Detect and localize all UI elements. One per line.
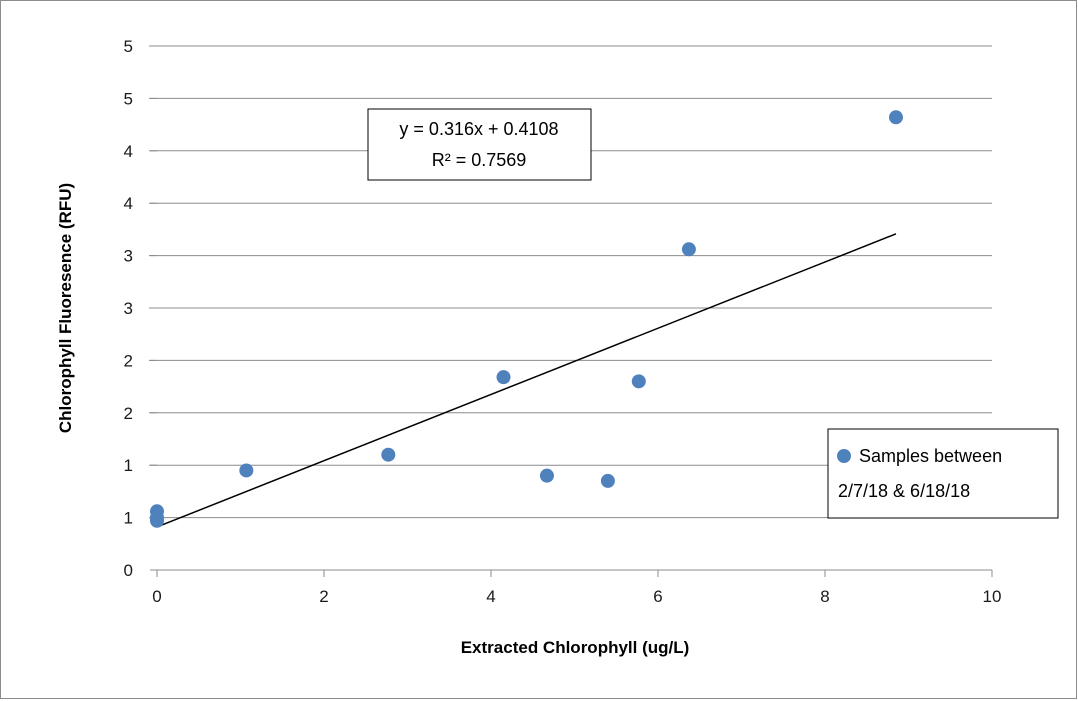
x-tick-label: 10 [983,587,1002,606]
data-points [150,110,903,528]
trendline-equation-box: y = 0.316x + 0.4108 R² = 0.7569 [367,108,592,181]
data-point [631,374,646,389]
data-point [150,513,164,528]
y-tick-label: 3 [124,299,133,318]
y-tick-label: 4 [124,194,133,213]
x-tick-label: 0 [152,587,161,606]
data-point [239,463,254,478]
x-tick-label: 4 [486,587,495,606]
equation-box-border [367,108,592,181]
y-tick-label: 3 [124,247,133,266]
x-tick-label: 8 [820,587,829,606]
data-point [539,468,554,483]
linear-trendline [156,233,897,528]
legend-marker [837,449,851,463]
y-axis-title: Chlorophyll Fluoresence (RFU) [56,183,75,433]
legend-label-line-1: Samples between [859,446,1002,466]
y-tick-label: 1 [124,456,133,475]
y-tick-label: 4 [124,142,133,161]
x-tick-label: 2 [319,587,328,606]
x-tick-label: 6 [653,587,662,606]
y-tick-label: 1 [124,509,133,528]
x-axis-tick-labels: 0 2 4 6 8 10 [152,587,1001,606]
data-point [888,110,903,125]
y-axis-tick-labels: 0 1 1 2 2 3 3 4 4 5 5 [124,37,133,580]
y-tick-label: 0 [124,561,133,580]
r-squared-value: R² = 0.7569 [432,150,527,170]
legend-border [827,428,1059,519]
data-point [496,370,511,385]
y-tick-label: 5 [124,89,133,108]
y-tick-label: 2 [124,404,133,423]
legend-label-line-2: 2/7/18 & 6/18/18 [838,481,970,501]
gridlines [149,45,993,577]
data-point [381,447,396,462]
x-axis-title: Extracted Chlorophyll (ug/L) [461,638,690,657]
trendline-equation: y = 0.316x + 0.4108 [399,119,558,139]
y-tick-label: 5 [124,37,133,56]
legend: Samples between 2/7/18 & 6/18/18 [827,428,1059,519]
y-tick-label: 2 [124,351,133,370]
trendline-group [156,233,897,528]
data-point [600,473,615,488]
data-point [681,242,696,257]
